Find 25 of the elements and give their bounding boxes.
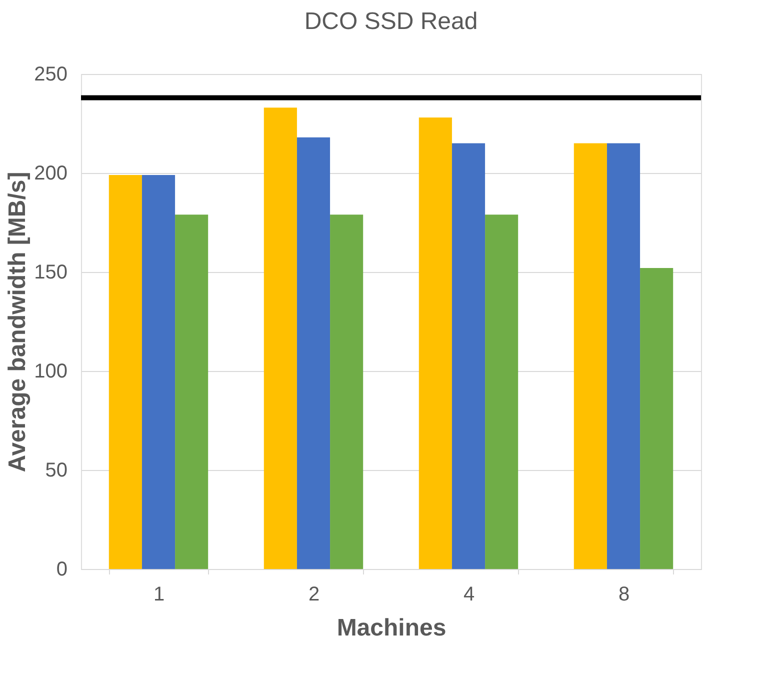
y-tick-label: 200 [34, 162, 68, 184]
x-tick-label: 1 [153, 584, 165, 606]
bar [175, 214, 208, 569]
x-axis-title: Machines [336, 614, 446, 642]
y-tick-label: 50 [45, 460, 68, 482]
bar [485, 214, 518, 569]
bar [108, 174, 142, 569]
bar [330, 214, 364, 569]
bar [606, 143, 640, 569]
bar [296, 137, 330, 569]
y-tick-label: 0 [56, 558, 68, 580]
y-tick-label: 250 [34, 64, 68, 86]
bar [418, 118, 452, 569]
bar [574, 143, 607, 569]
y-tick-label: 100 [34, 360, 68, 382]
y-tick-label: 150 [34, 262, 68, 284]
x-tick-label: 4 [463, 584, 475, 606]
chart-title: DCO SSD Read [304, 8, 478, 35]
bar [264, 108, 297, 569]
y-axis-title: Average bandwidth [MB/s] [4, 172, 32, 472]
bar [452, 143, 486, 569]
x-tick-label: 8 [618, 584, 630, 606]
bar [142, 174, 176, 569]
x-tick-label: 2 [308, 584, 320, 606]
bar [640, 268, 674, 569]
